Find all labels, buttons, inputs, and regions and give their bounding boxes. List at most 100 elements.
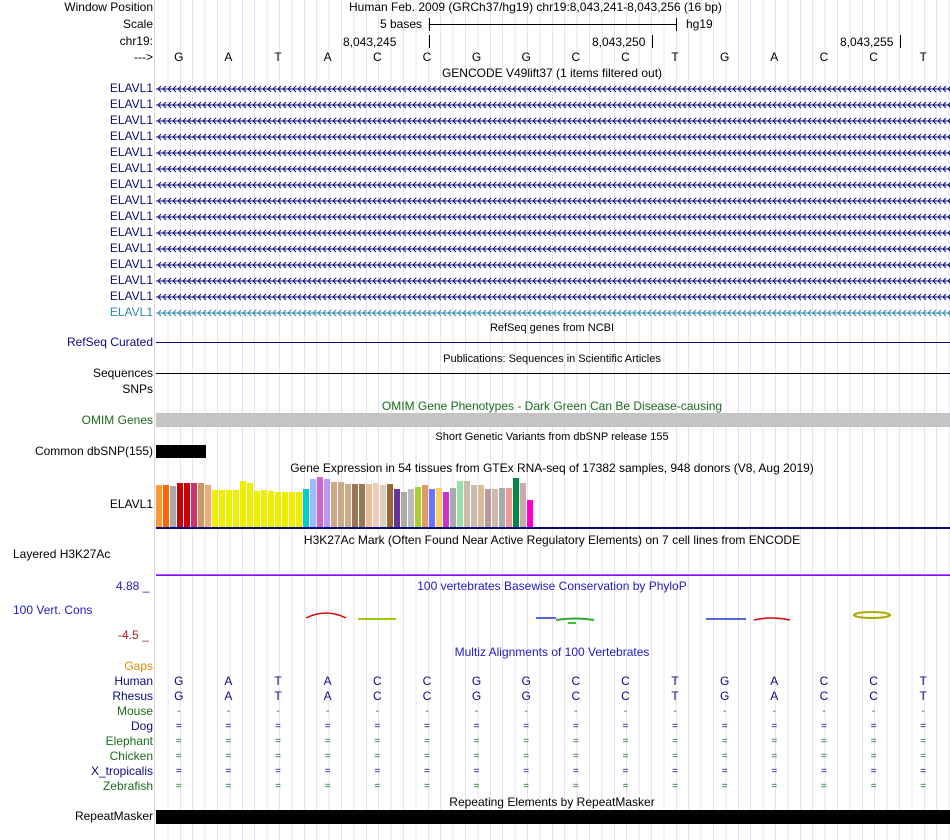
gencode-gene-track[interactable] <box>156 146 950 160</box>
gtex-bar-27[interactable] <box>345 484 351 527</box>
gencode-gene-label[interactable]: ELAVL1 <box>109 289 153 303</box>
gtex-bar-34[interactable] <box>394 489 400 527</box>
multiz-species-row[interactable]: = = = = = = = = = = = = = = = = <box>156 764 950 779</box>
phylop-signal[interactable] <box>156 605 950 627</box>
refseq-gene-line[interactable] <box>156 342 950 343</box>
h3k27ac-track-label[interactable]: Layered H3K27Ac <box>13 547 111 561</box>
multiz-species-row[interactable]: ---------------- <box>156 704 950 719</box>
gtex-bar-4[interactable] <box>184 483 190 527</box>
gtex-bar-26[interactable] <box>338 482 344 527</box>
gtex-bar-52[interactable] <box>520 483 526 527</box>
multiz-species-row[interactable]: = = = = = = = = = = = = = = = = <box>156 779 950 794</box>
gencode-gene-label[interactable]: ELAVL1 <box>109 193 153 207</box>
gencode-gene-label[interactable]: ELAVL1 <box>109 257 153 271</box>
gtex-bar-42[interactable] <box>450 488 456 527</box>
gtex-bar-32[interactable] <box>380 485 386 527</box>
dbsnp-track-title[interactable]: Short Genetic Variants from dbSNP releas… <box>435 431 669 443</box>
dbsnp-track-label[interactable]: Common dbSNP(155) <box>34 444 153 458</box>
gtex-bar-1[interactable] <box>163 485 169 527</box>
window-position-value[interactable]: Human Feb. 2009 (GRCh37/hg19) chr19:8,04… <box>349 0 722 14</box>
multiz-species-label[interactable]: Mouse <box>116 704 153 718</box>
gencode-gene-label[interactable]: ELAVL1 <box>109 273 153 287</box>
gencode-gene-track[interactable] <box>156 210 950 224</box>
multiz-species-row[interactable]: = = = = = = = = = = = = = = = = <box>156 749 950 764</box>
refseq-track-title[interactable]: RefSeq genes from NCBI <box>489 322 615 334</box>
multiz-species-label[interactable]: Elephant <box>105 734 153 748</box>
gtex-bar-8[interactable] <box>212 490 218 527</box>
gtex-bar-17[interactable] <box>275 492 281 527</box>
gtex-bar-0[interactable] <box>156 485 162 527</box>
gtex-bar-48[interactable] <box>492 489 498 527</box>
omim-track-title[interactable]: OMIM Gene Phenotypes - Dark Green Can Be… <box>381 399 723 413</box>
multiz-species-label[interactable]: Rhesus <box>112 689 153 703</box>
multiz-species-label[interactable]: Zebrafish <box>102 779 153 793</box>
phylop-track-title[interactable]: 100 vertebrates Basewise Conservation by… <box>417 579 687 593</box>
publications-track-title[interactable]: Publications: Sequences in Scientific Ar… <box>443 353 661 365</box>
gtex-bar-15[interactable] <box>261 490 267 527</box>
gtex-bar-53[interactable] <box>527 500 533 527</box>
multiz-track-title[interactable]: Multiz Alignments of 100 Vertebrates <box>454 645 650 659</box>
gtex-bar-9[interactable] <box>219 490 225 527</box>
gencode-gene-label[interactable]: ELAVL1 <box>109 209 153 223</box>
gtex-bar-23[interactable] <box>317 477 323 527</box>
gtex-bar-38[interactable] <box>422 485 428 527</box>
gtex-bar-44[interactable] <box>464 481 470 527</box>
gencode-gene-label[interactable]: ELAVL1 <box>109 241 153 255</box>
refseq-track-label[interactable]: RefSeq Curated <box>66 335 153 349</box>
gtex-bar-22[interactable] <box>310 479 316 527</box>
gencode-gene-label[interactable]: ELAVL1 <box>109 161 153 175</box>
gtex-bar-6[interactable] <box>198 483 204 527</box>
dbsnp-variant-block[interactable] <box>156 445 206 458</box>
gencode-gene-track[interactable] <box>156 290 950 304</box>
gtex-bar-2[interactable] <box>170 486 176 527</box>
repeatmasker-track-title[interactable]: Repeating Elements by RepeatMasker <box>449 795 655 809</box>
gtex-bar-41[interactable] <box>443 492 449 527</box>
gencode-gene-track[interactable] <box>156 178 950 192</box>
gencode-track-title[interactable]: GENCODE V49lift37 (1 items filtered out) <box>441 66 663 80</box>
gtex-bar-29[interactable] <box>359 484 365 527</box>
multiz-species-label[interactable]: Dog <box>130 719 153 733</box>
multiz-species-label[interactable]: Human <box>114 674 153 688</box>
gtex-bar-36[interactable] <box>408 489 414 527</box>
omim-track-label[interactable]: OMIM Genes <box>81 413 153 427</box>
gtex-bar-20[interactable] <box>296 492 302 527</box>
gtex-bar-7[interactable] <box>205 485 211 527</box>
gtex-bar-25[interactable] <box>331 482 337 527</box>
gtex-bar-39[interactable] <box>429 489 435 527</box>
gencode-gene-track[interactable] <box>156 114 950 128</box>
publications-line[interactable] <box>156 373 950 374</box>
gencode-gene-label[interactable]: ELAVL1 <box>109 81 153 95</box>
gencode-gene-label[interactable]: ELAVL1 <box>109 129 153 143</box>
gencode-gene-label[interactable]: ELAVL1 <box>109 97 153 111</box>
gtex-bar-28[interactable] <box>352 484 358 527</box>
gtex-bar-49[interactable] <box>499 488 505 527</box>
repeatmasker-track-label[interactable]: RepeatMasker <box>74 809 153 823</box>
gencode-gene-track[interactable] <box>156 306 950 320</box>
phylop-track-label[interactable]: 100 Vert. Cons <box>13 603 93 617</box>
gencode-gene-track[interactable] <box>156 162 950 176</box>
gtex-bar-5[interactable] <box>191 483 197 527</box>
gtex-bar-40[interactable] <box>436 488 442 527</box>
gtex-bar-18[interactable] <box>282 492 288 527</box>
gencode-gene-track[interactable] <box>156 98 950 112</box>
gtex-bar-12[interactable] <box>240 481 246 527</box>
gtex-bar-chart[interactable] <box>156 477 536 527</box>
gtex-bar-21[interactable] <box>303 489 309 527</box>
gencode-gene-label[interactable]: ELAVL1 <box>109 305 153 319</box>
gencode-gene-label[interactable]: ELAVL1 <box>109 145 153 159</box>
gtex-bar-30[interactable] <box>366 484 372 527</box>
gtex-bar-43[interactable] <box>457 481 463 527</box>
gencode-gene-label[interactable]: ELAVL1 <box>109 113 153 127</box>
gtex-bar-45[interactable] <box>471 485 477 527</box>
gencode-gene-track[interactable] <box>156 274 950 288</box>
h3k27ac-track-title[interactable]: H3K27Ac Mark (Often Found Near Active Re… <box>303 533 801 547</box>
gencode-gene-track[interactable] <box>156 194 950 208</box>
multiz-gaps-label[interactable]: Gaps <box>124 659 153 673</box>
gtex-bar-51[interactable] <box>513 478 519 527</box>
gtex-bar-47[interactable] <box>485 489 491 527</box>
gencode-gene-label[interactable]: ELAVL1 <box>109 225 153 239</box>
gencode-gene-track[interactable] <box>156 82 950 96</box>
gencode-gene-label[interactable]: ELAVL1 <box>109 177 153 191</box>
